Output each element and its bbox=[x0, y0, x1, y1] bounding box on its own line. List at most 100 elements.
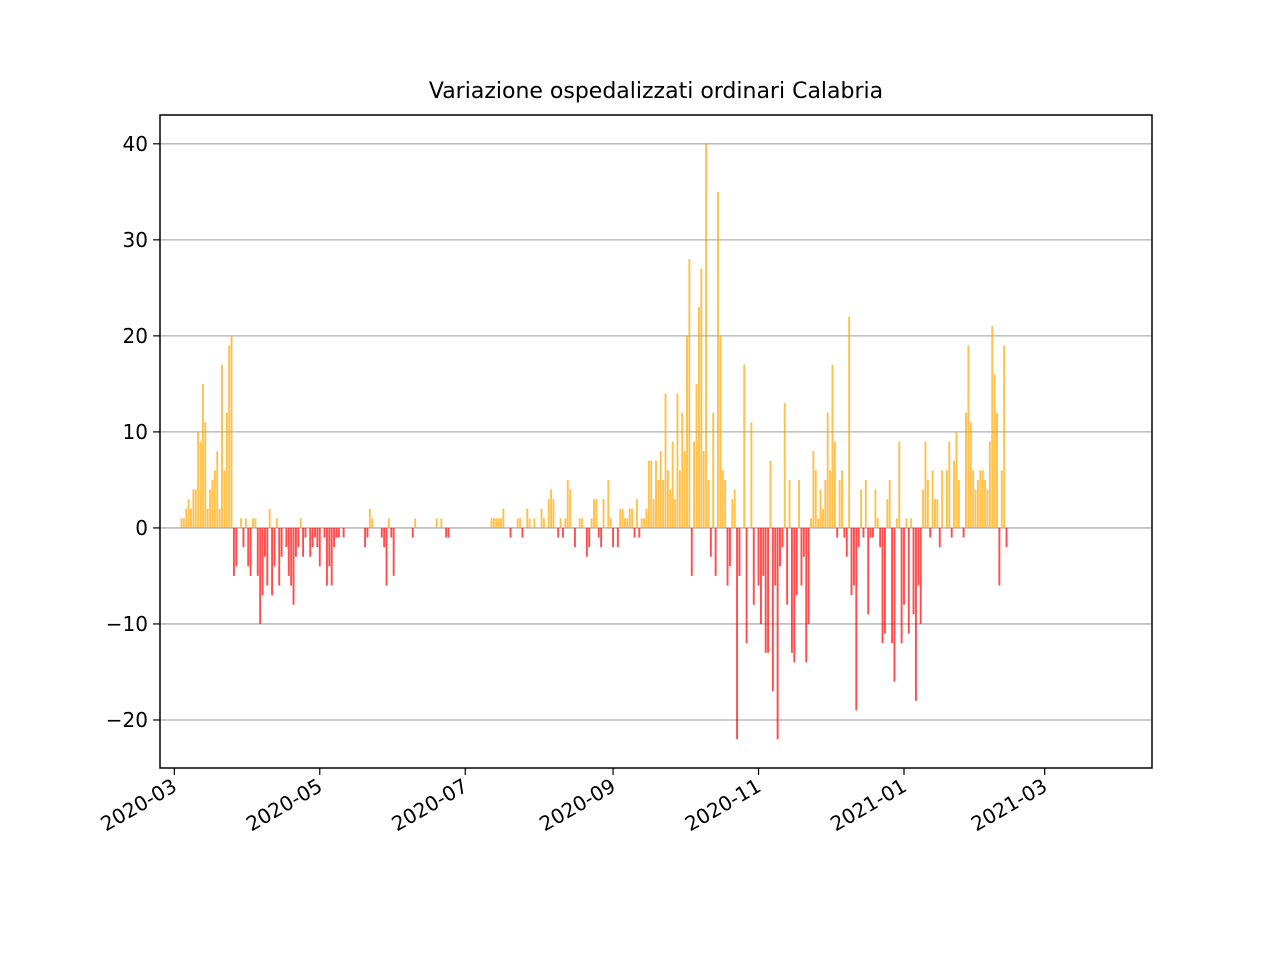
bar bbox=[1005, 527, 1008, 548]
x-tick-label: 2020-05 bbox=[242, 774, 326, 837]
bar bbox=[318, 527, 321, 567]
bar bbox=[745, 527, 748, 644]
bar bbox=[903, 527, 905, 605]
bar bbox=[287, 527, 290, 576]
bar bbox=[898, 441, 901, 528]
bar bbox=[244, 518, 247, 528]
bar bbox=[602, 499, 605, 528]
bar bbox=[585, 527, 588, 557]
bar bbox=[895, 518, 898, 528]
bar bbox=[299, 518, 302, 528]
bar bbox=[850, 527, 853, 596]
bar bbox=[993, 374, 996, 528]
bar bbox=[414, 518, 417, 528]
bar bbox=[492, 518, 495, 528]
bar bbox=[194, 489, 197, 528]
bar bbox=[907, 527, 910, 634]
bar bbox=[190, 508, 192, 528]
bar bbox=[342, 527, 345, 538]
bar bbox=[333, 527, 336, 548]
bar bbox=[275, 518, 278, 528]
bar bbox=[180, 518, 183, 528]
bar bbox=[216, 451, 219, 528]
bar bbox=[800, 527, 803, 586]
bar bbox=[221, 364, 223, 528]
bar bbox=[717, 191, 719, 528]
bar bbox=[502, 508, 505, 528]
bar bbox=[240, 518, 243, 528]
bar bbox=[988, 441, 991, 528]
bar bbox=[802, 527, 805, 557]
bar bbox=[776, 527, 779, 740]
bar bbox=[659, 451, 662, 528]
bar bbox=[869, 527, 872, 538]
bar bbox=[671, 441, 674, 528]
bar bbox=[781, 527, 784, 548]
bar bbox=[662, 479, 665, 528]
bar bbox=[986, 489, 989, 528]
bar bbox=[562, 527, 564, 538]
bar bbox=[688, 259, 691, 528]
bar bbox=[261, 527, 264, 596]
bar bbox=[290, 527, 293, 586]
bar bbox=[690, 527, 693, 576]
bar bbox=[805, 527, 808, 663]
bar bbox=[924, 441, 927, 528]
bar bbox=[445, 527, 448, 538]
y-tick-label: 10 bbox=[123, 420, 148, 444]
bar bbox=[841, 470, 843, 528]
bar bbox=[812, 451, 815, 528]
bar bbox=[852, 527, 855, 586]
bar bbox=[731, 499, 734, 528]
bar bbox=[624, 518, 626, 528]
bar bbox=[664, 393, 667, 528]
bar bbox=[390, 527, 393, 538]
bar bbox=[411, 527, 414, 538]
bar bbox=[337, 527, 340, 538]
bar bbox=[197, 431, 200, 528]
bar bbox=[232, 527, 235, 576]
y-axis: −20 −10 0 10 20 30 40 bbox=[106, 132, 160, 732]
bar bbox=[891, 527, 894, 644]
bar bbox=[914, 527, 917, 701]
bar bbox=[998, 527, 1001, 586]
bar bbox=[650, 460, 653, 528]
bar bbox=[707, 479, 710, 528]
bar bbox=[235, 527, 238, 567]
bar bbox=[330, 527, 333, 586]
bar bbox=[790, 527, 793, 653]
bar bbox=[578, 518, 581, 528]
y-tick-label: −20 bbox=[106, 708, 148, 732]
bar bbox=[922, 489, 925, 528]
bar bbox=[557, 527, 560, 538]
bar bbox=[490, 518, 493, 528]
bar bbox=[826, 412, 829, 528]
bar bbox=[185, 508, 188, 528]
plot-frame bbox=[159, 114, 1153, 769]
bar bbox=[845, 527, 848, 557]
bar bbox=[948, 441, 951, 528]
bar bbox=[311, 527, 314, 548]
bar bbox=[752, 527, 755, 605]
bar bbox=[860, 489, 863, 528]
bar bbox=[855, 527, 858, 711]
bar bbox=[934, 499, 936, 528]
bar bbox=[957, 479, 960, 528]
bar bbox=[771, 527, 774, 692]
bar bbox=[581, 518, 584, 528]
bar bbox=[182, 518, 185, 528]
bar bbox=[509, 527, 512, 538]
bar bbox=[693, 441, 696, 528]
bar bbox=[893, 527, 896, 682]
bar bbox=[719, 335, 722, 528]
bar bbox=[609, 518, 612, 528]
bar bbox=[500, 518, 502, 528]
bar bbox=[273, 527, 276, 567]
bar bbox=[709, 527, 712, 557]
bar bbox=[795, 527, 798, 596]
bar bbox=[836, 527, 839, 538]
bar bbox=[810, 518, 812, 528]
bar bbox=[759, 527, 762, 624]
bar bbox=[962, 527, 965, 538]
bar bbox=[738, 527, 741, 576]
